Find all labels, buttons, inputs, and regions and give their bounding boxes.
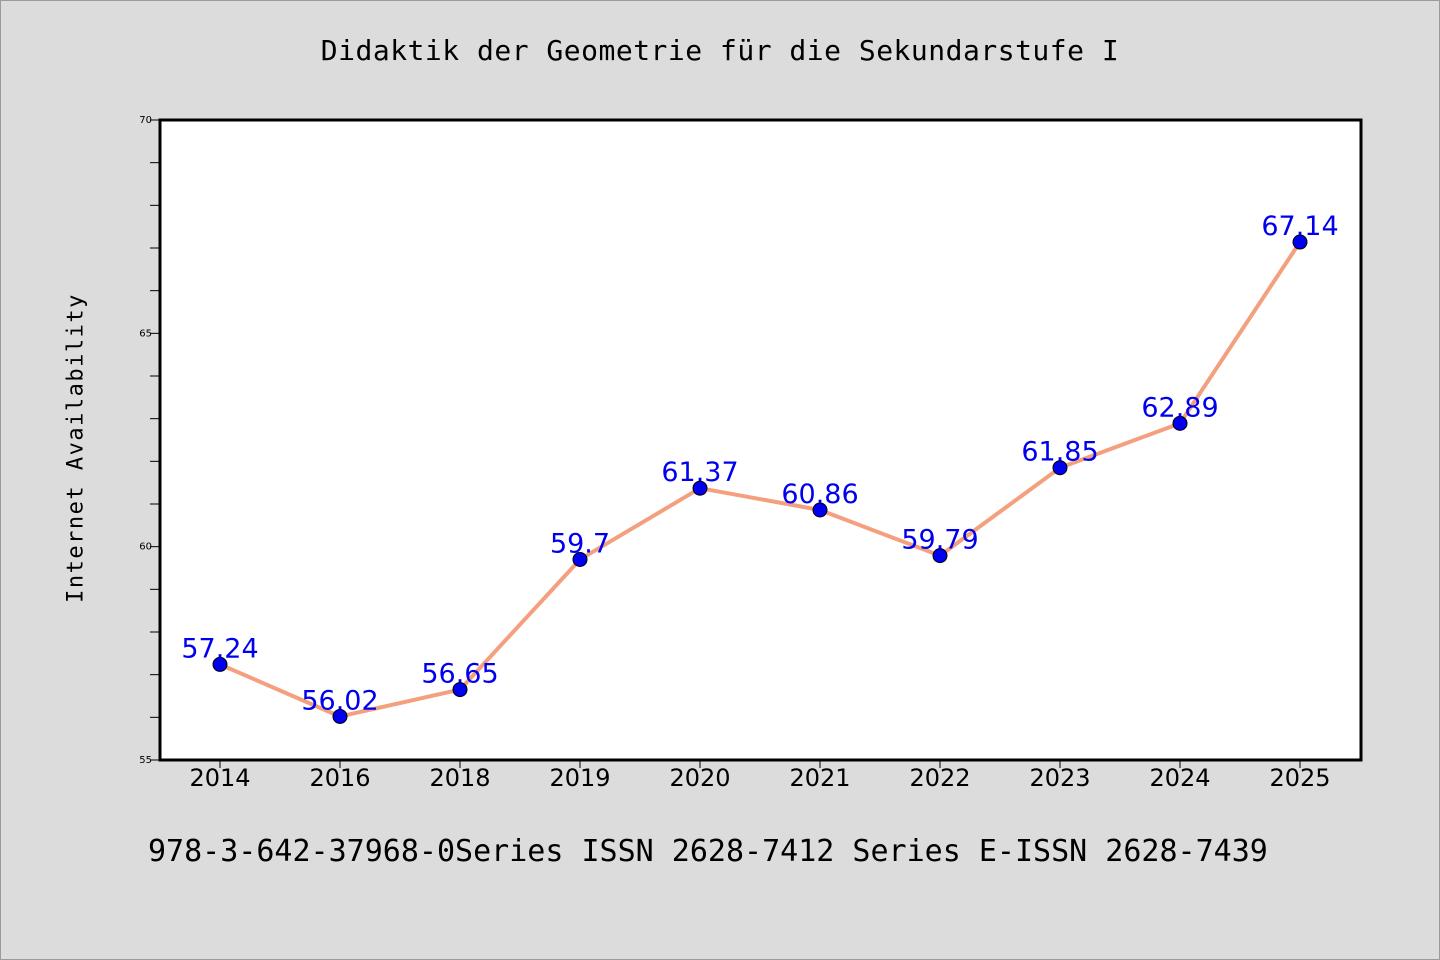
data-point — [1292, 234, 1308, 250]
data-label: 59.7 — [550, 528, 610, 559]
x-tick-label: 2025 — [1269, 764, 1330, 792]
x-tick-label: 2019 — [549, 764, 610, 792]
data-point — [1052, 460, 1068, 476]
series-line — [218, 240, 1302, 719]
data-point — [812, 502, 828, 518]
x-tick-label: 2014 — [189, 764, 250, 792]
data-label: 56.65 — [421, 659, 498, 690]
x-tick-label: 2022 — [909, 764, 970, 792]
x-axis: 2014 2016 2018 2019 2020 2021 2022 2023 2024 2025 — [189, 760, 1331, 792]
x-tick-label: 2024 — [1149, 764, 1210, 792]
data-point — [212, 656, 228, 672]
y-tick-label: 65 — [139, 328, 152, 339]
data-label: 57.24 — [181, 633, 258, 664]
x-tick-label: 2023 — [1029, 764, 1090, 792]
data-label: 61.85 — [1021, 437, 1098, 468]
chart-title: Didaktik der Geometrie für die Sekundars… — [320, 34, 1120, 67]
data-label: 67.14 — [1261, 211, 1338, 242]
y-axis: 55 60 65 70 — [139, 115, 160, 766]
x-tick-label: 2021 — [789, 764, 850, 792]
y-tick-label: 70 — [139, 115, 152, 126]
y-tick-label: 55 — [139, 755, 152, 766]
data-labels-group: 57.24 56.02 56.65 59.7 61.37 60.86 59.79 61.85 6… — [181, 211, 1338, 716]
data-label: 59.79 — [901, 525, 978, 556]
data-label: 62.89 — [1141, 392, 1218, 423]
data-label: 61.37 — [661, 457, 738, 488]
data-point — [452, 682, 468, 698]
plot-area — [158, 118, 1363, 762]
markers-group — [212, 234, 1308, 724]
data-label: 60.86 — [781, 479, 858, 510]
data-label: 56.02 — [301, 685, 378, 716]
data-point — [692, 480, 708, 496]
data-point — [932, 548, 948, 564]
data-point — [572, 551, 588, 567]
series-line-group — [218, 240, 1302, 719]
data-point — [332, 708, 348, 724]
y-tick-label: 60 — [139, 542, 152, 553]
x-tick-label: 2016 — [309, 764, 370, 792]
data-point — [1172, 415, 1188, 431]
x-tick-label: 2018 — [429, 764, 490, 792]
x-tick-label: 2020 — [669, 764, 730, 792]
isbn-footer: 978-3-642-37968-0Series ISSN 2628-7412 S… — [148, 834, 1268, 869]
